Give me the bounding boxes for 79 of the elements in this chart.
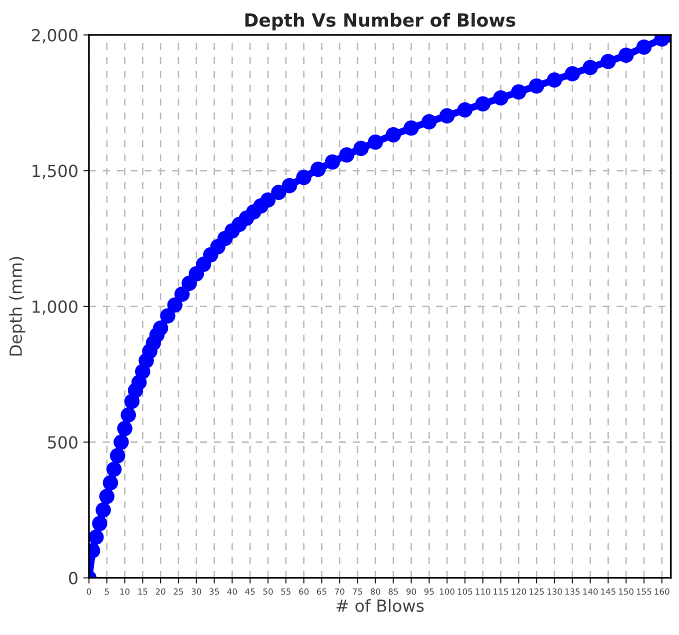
x-tick-label: 90 xyxy=(406,588,416,595)
x-tick-label: 5 xyxy=(104,588,109,595)
x-tick-label: 80 xyxy=(370,588,380,595)
point xyxy=(110,448,126,464)
point xyxy=(260,192,276,208)
x-tick-label: 100 xyxy=(440,588,454,595)
x-tick-label: 20 xyxy=(156,588,166,595)
point xyxy=(339,147,354,163)
x-tick-label: 155 xyxy=(636,588,652,595)
x-tick-label: 15 xyxy=(138,588,148,595)
point xyxy=(618,48,634,63)
x-tick-label: 65 xyxy=(316,588,326,595)
x-tick-label: 35 xyxy=(210,588,219,595)
y-tick-label: 1,000 xyxy=(32,300,78,315)
point xyxy=(324,154,340,170)
point xyxy=(582,60,598,76)
point xyxy=(102,475,118,490)
x-tick-label: 30 xyxy=(192,588,202,595)
x-tick-label: 50 xyxy=(263,588,273,595)
point xyxy=(120,407,136,423)
point xyxy=(493,90,508,106)
point xyxy=(282,178,298,194)
x-tick-label: 45 xyxy=(245,588,255,595)
x-tick-label: 145 xyxy=(601,588,616,595)
point xyxy=(167,297,183,313)
x-tick-label: 140 xyxy=(583,588,598,595)
point xyxy=(99,488,114,504)
point xyxy=(106,462,122,477)
point xyxy=(386,127,401,142)
y-axis-title: Depth (mm) xyxy=(9,257,26,356)
x-tick-label: 75 xyxy=(352,588,362,595)
x-tick-label: 10 xyxy=(120,588,130,595)
point xyxy=(528,78,544,94)
x-tick-label: 55 xyxy=(281,588,290,595)
point xyxy=(88,529,104,545)
point xyxy=(404,120,419,136)
point xyxy=(160,308,176,324)
x-tick-label: 95 xyxy=(424,588,434,595)
x-tick-label: 125 xyxy=(530,588,544,595)
point xyxy=(174,286,190,302)
x-tick-label: 25 xyxy=(174,588,184,595)
point xyxy=(600,54,616,70)
point xyxy=(422,114,437,130)
point xyxy=(96,502,111,518)
x-tick-label: 115 xyxy=(494,588,508,595)
x-tick-label: 85 xyxy=(388,588,398,595)
point xyxy=(511,84,526,100)
point xyxy=(439,108,455,124)
point xyxy=(636,40,652,55)
x-tick-label: 105 xyxy=(458,588,472,595)
x-tick-label: 70 xyxy=(334,588,344,595)
point xyxy=(310,162,326,177)
point xyxy=(353,140,369,156)
y-tick-label: 2,000 xyxy=(32,28,78,44)
point xyxy=(152,320,168,336)
x-tick-label: 40 xyxy=(227,588,237,595)
x-tick-label: 110 xyxy=(476,588,490,595)
point xyxy=(114,434,129,450)
x-tick-label: 130 xyxy=(547,588,562,595)
point xyxy=(117,420,132,436)
point xyxy=(564,66,580,82)
y-tick-label: 500 xyxy=(48,436,78,449)
point xyxy=(271,184,286,200)
point xyxy=(457,102,473,118)
point xyxy=(546,72,562,88)
chart-title: Depth Vs Number of Blows xyxy=(245,12,516,30)
x-tick-label: 0 xyxy=(86,588,92,595)
point xyxy=(296,170,312,186)
x-axis-title: # of Blows xyxy=(336,599,424,612)
point xyxy=(92,516,108,532)
x-tick-label: 120 xyxy=(512,588,526,595)
x-tick-label: 135 xyxy=(565,588,580,595)
y-tick-label: 0 xyxy=(69,572,78,584)
x-tick-label: 150 xyxy=(619,588,634,595)
y-tick-label: 1,500 xyxy=(32,164,78,179)
point xyxy=(368,134,384,150)
point xyxy=(475,96,490,112)
x-tick-label: 160 xyxy=(654,588,670,595)
x-tick-label: 60 xyxy=(299,588,309,595)
